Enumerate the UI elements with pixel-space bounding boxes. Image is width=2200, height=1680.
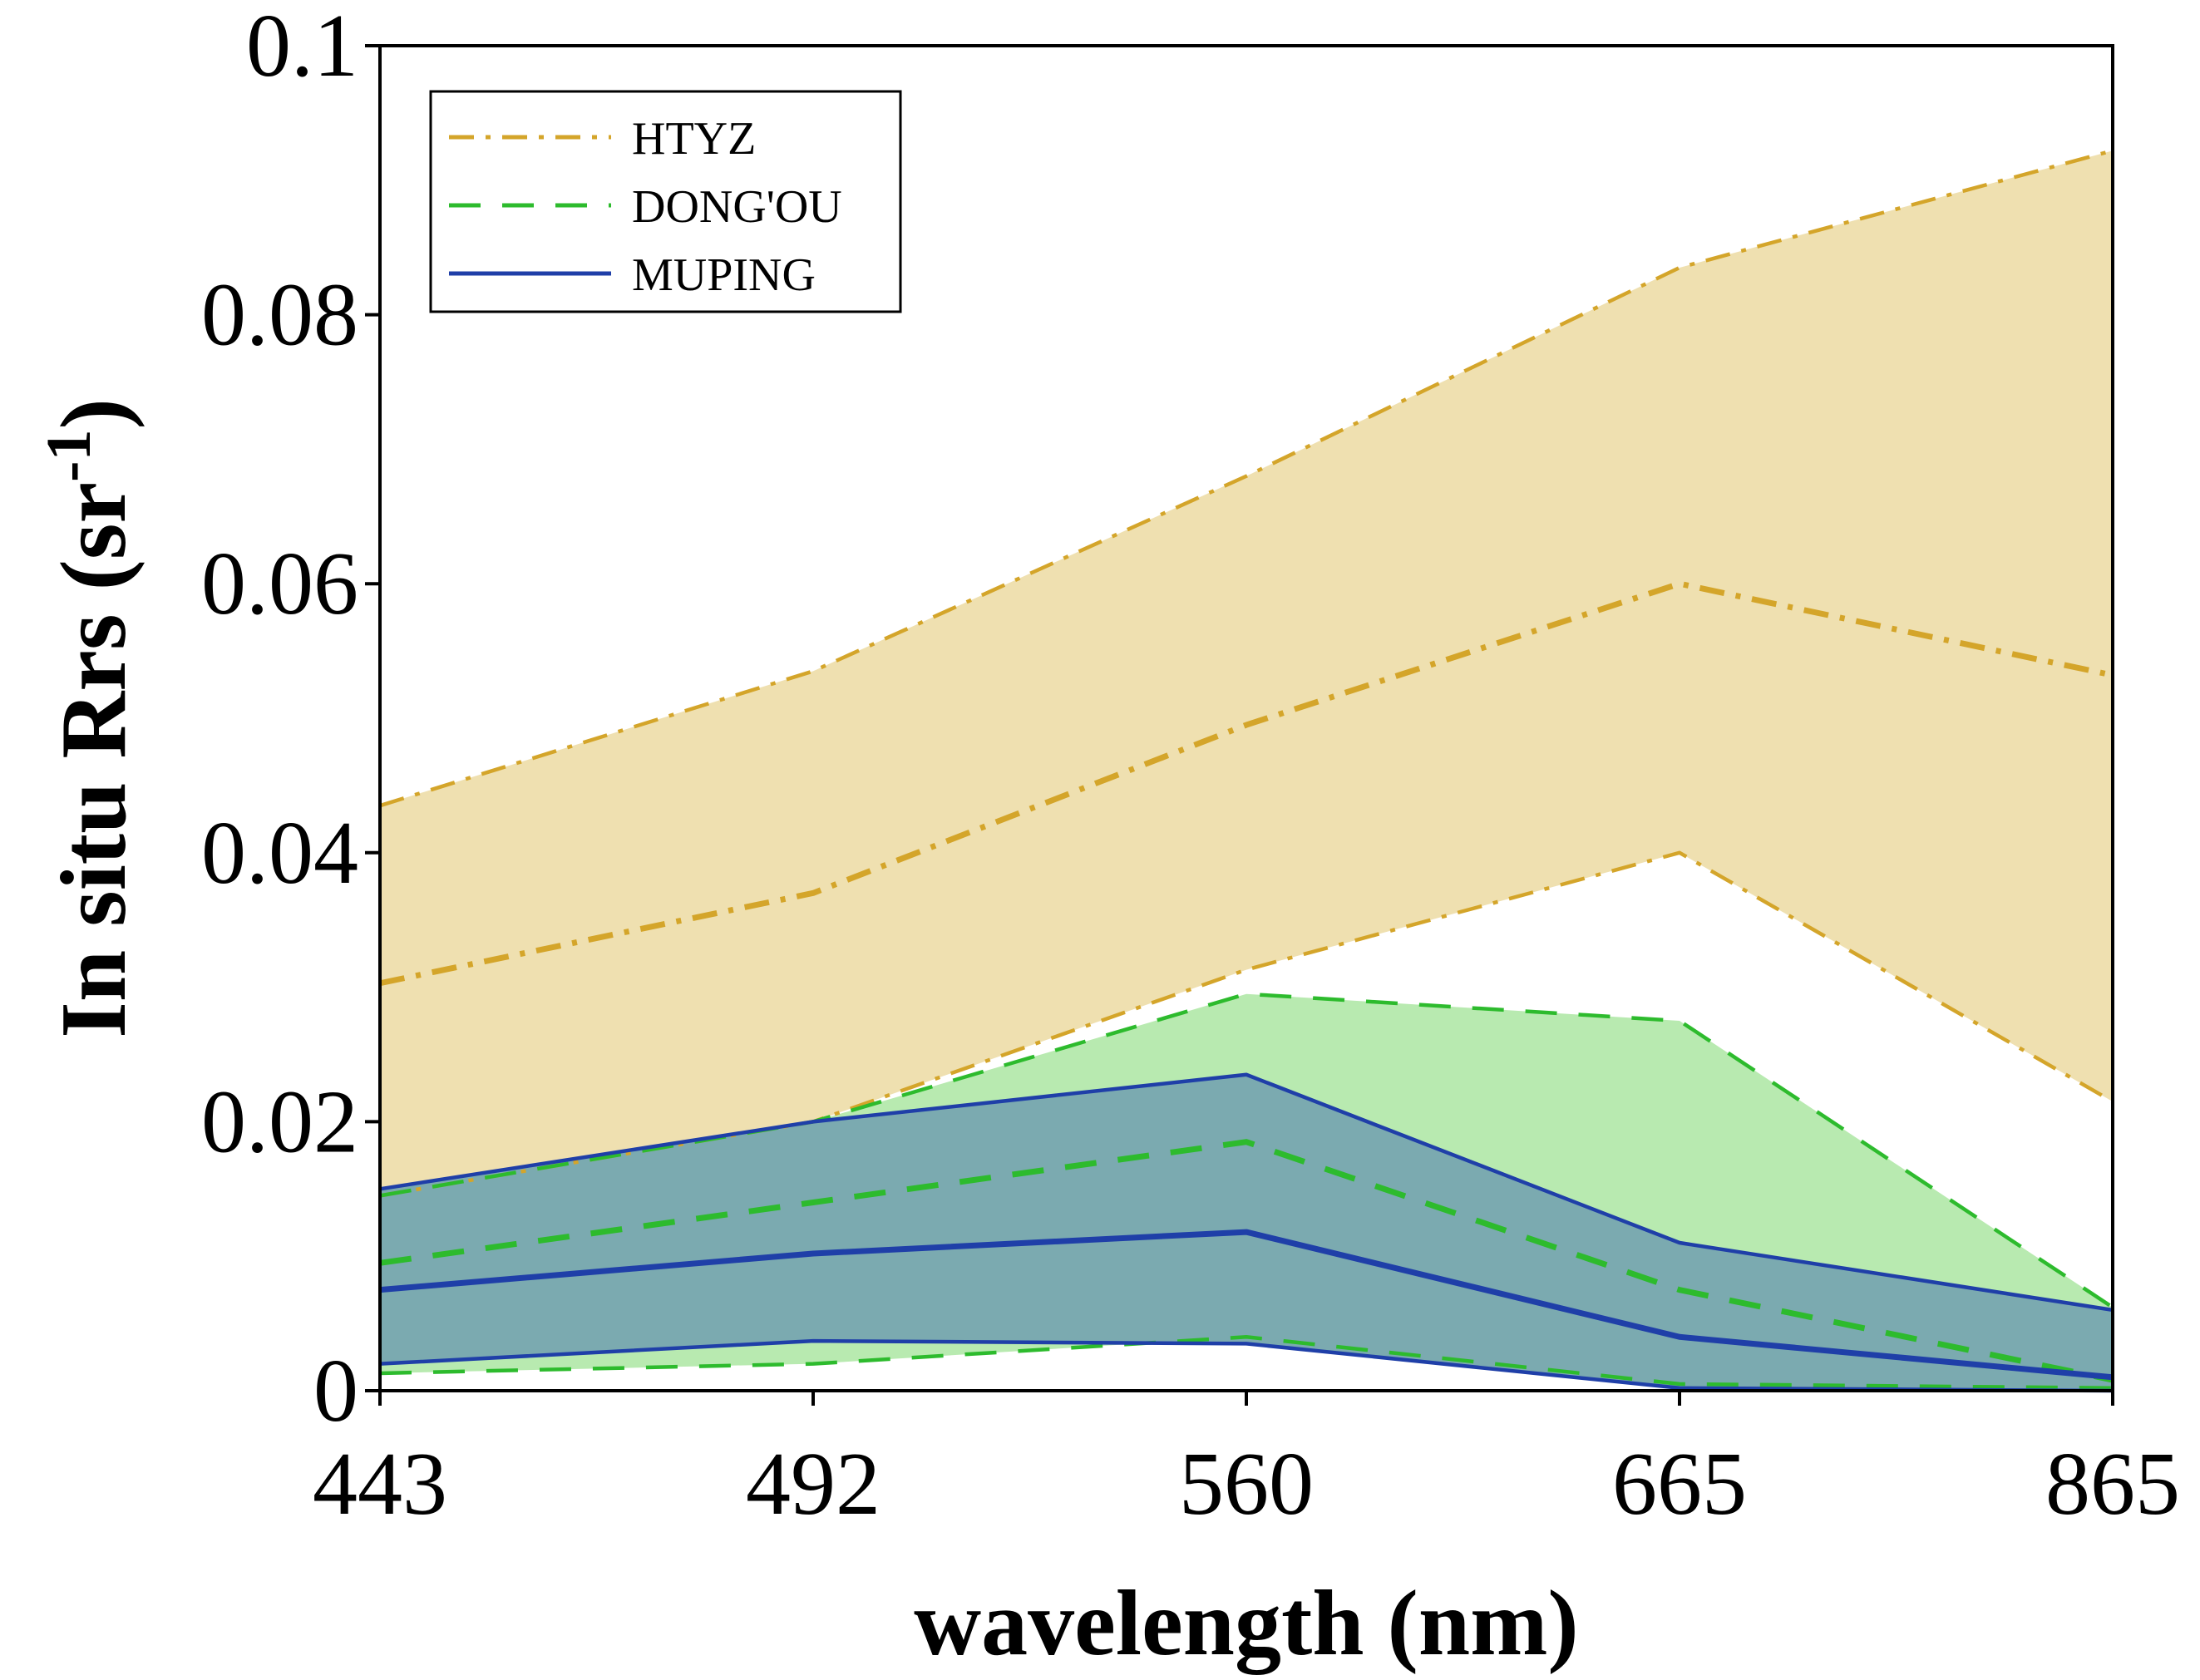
y-tick-label: 0.06 [201,535,358,633]
y-tick-label: 0 [313,1342,358,1441]
y-axis-title-close: ) [42,398,146,429]
y-axis-title-main: In situ Rrs (sr [42,482,146,1038]
band-htyz [380,150,2113,1196]
legend-label-htyz: HTYZ [632,113,756,165]
x-tick-label: 443 [313,1435,447,1534]
x-tick-label: 492 [746,1435,880,1534]
line-htyz-median [379,580,2114,987]
line-dongou-median [379,1139,2114,1383]
y-axis: 0 0.02 0.04 0.06 0.08 0.1 [201,0,380,1441]
legend: HTYZ DONG'OU MUPING [429,90,902,313]
x-axis-title: wavelength (nm) [914,1572,1578,1675]
line-muping-lower [379,1338,2114,1393]
line-dongou-lower [379,1335,2114,1391]
y-tick-label: 0.04 [201,804,358,903]
line-htyz-upper [379,149,2114,808]
x-axis: 443 492 560 665 865 [313,1391,2180,1534]
y-axis-title: In situ Rrs (sr-1) [34,398,146,1038]
x-tick-label: 865 [2045,1435,2180,1534]
line-muping-median [379,1229,2114,1381]
legend-label-dongou: DONG'OU [632,181,842,233]
y-tick-label: 0.08 [201,266,358,365]
x-tick-label: 665 [1612,1435,1747,1534]
y-tick-label: 0.1 [246,0,358,96]
line-muping-upper [379,1072,2114,1313]
line-htyz-lower [379,850,2114,1198]
x-tick-label: 560 [1179,1435,1314,1534]
y-axis-title-superscript: -1 [34,430,104,482]
y-tick-label: 0.02 [201,1072,358,1171]
line-layer [379,149,2114,1393]
line-dongou-upper [379,992,2114,1309]
legend-label-muping: MUPING [632,249,816,301]
